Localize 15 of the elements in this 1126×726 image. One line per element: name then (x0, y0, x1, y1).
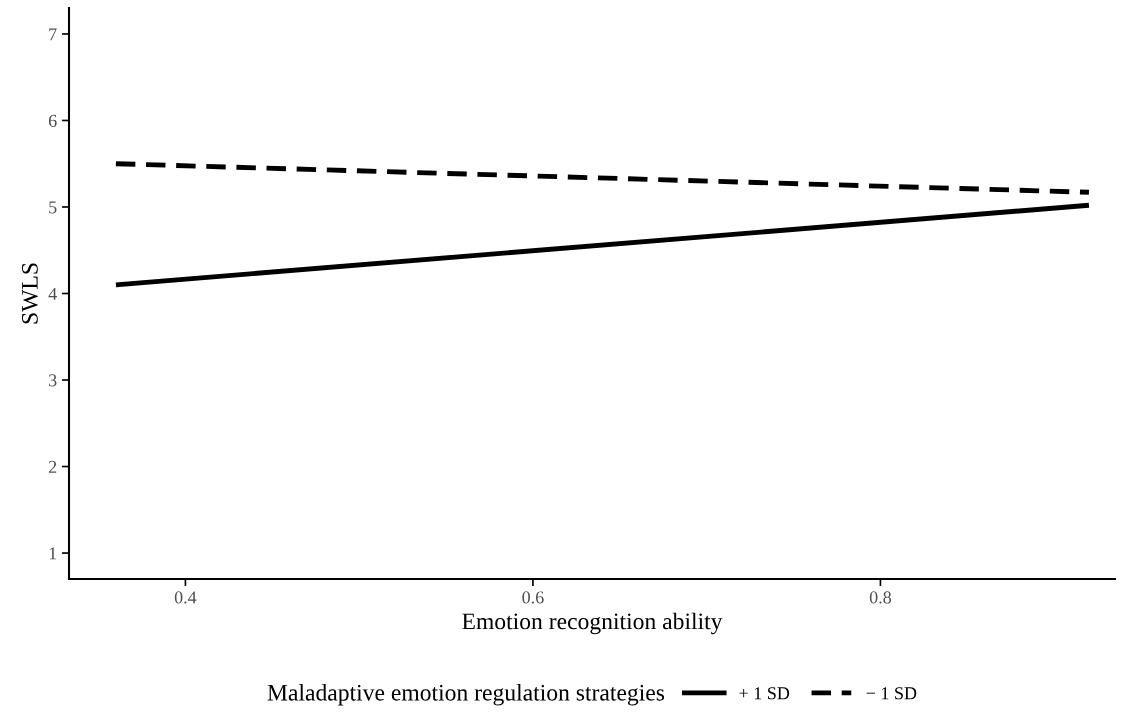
y-tick-label: 6 (48, 114, 57, 127)
y-tick-label: 1 (49, 547, 57, 560)
y-tick-label: 2 (48, 460, 57, 473)
x-tick-label: 0.6 (522, 591, 544, 604)
y-tick-label: 3 (49, 374, 57, 387)
x-tick-label: 0.4 (174, 591, 197, 604)
legend-label: − 1 SD (866, 687, 917, 700)
y-tick-label: 7 (49, 28, 57, 41)
x-tick-label: 0.8 (869, 591, 892, 604)
y-axis-title: SWLS (21, 263, 38, 324)
legend-title: Maladaptive emotion regulation strategies (267, 684, 665, 706)
legend-label: + 1 SD (739, 687, 790, 700)
y-tick-label: 5 (49, 201, 57, 214)
y-tick-label: 4 (48, 287, 57, 300)
x-axis-title: Emotion recognition ability (462, 612, 723, 635)
